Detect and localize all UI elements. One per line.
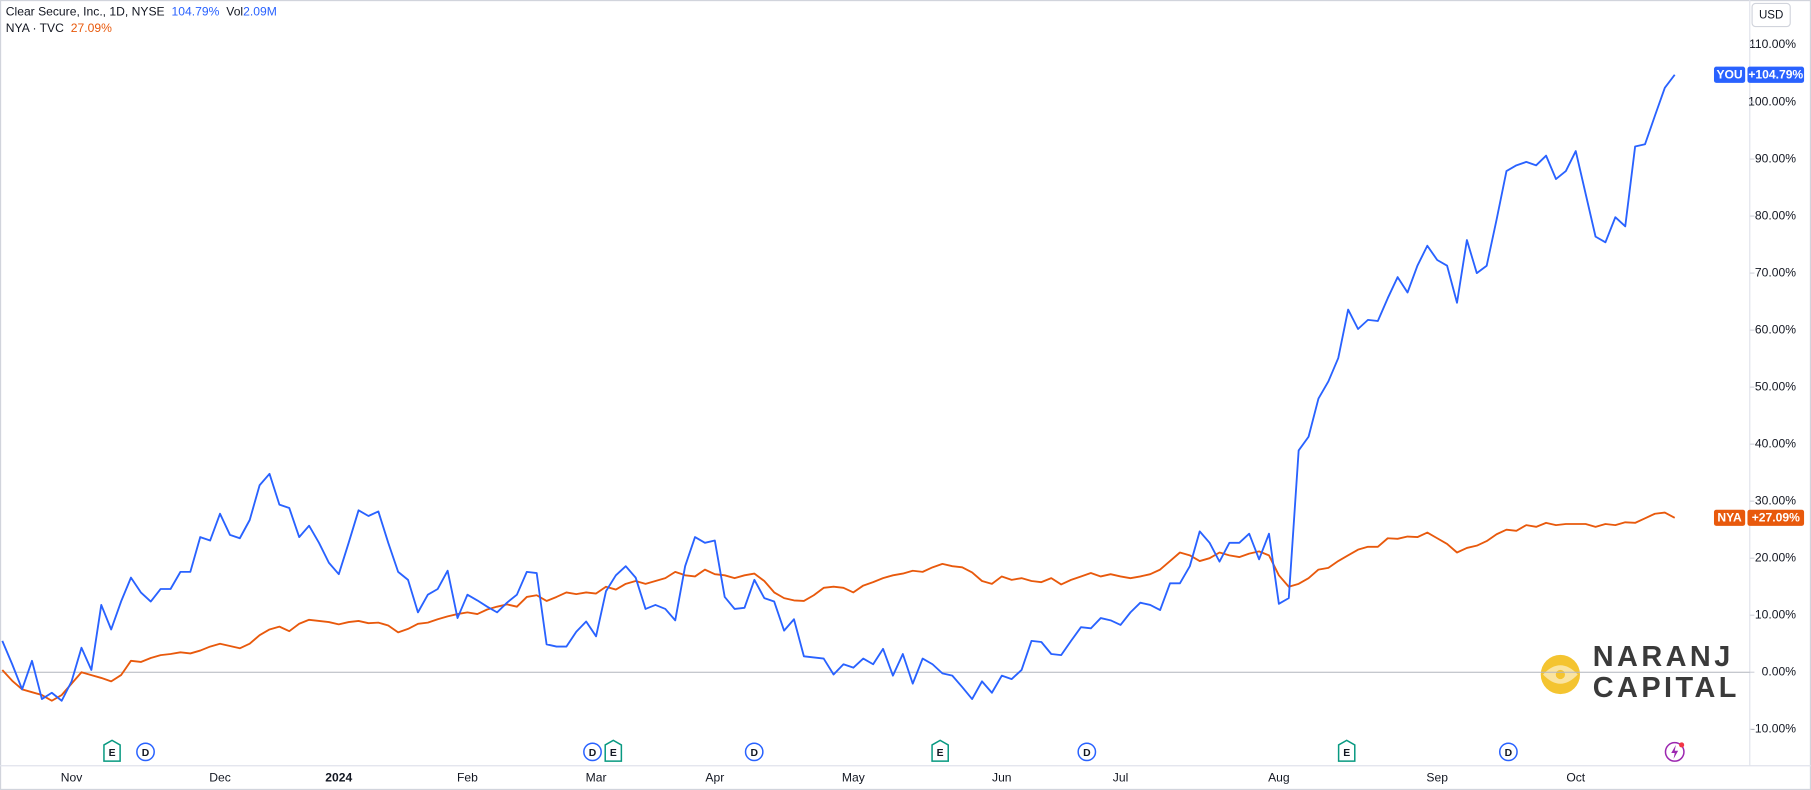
series-change: 27.09%	[71, 21, 112, 35]
logo-detail	[1555, 669, 1565, 680]
event-label: E	[610, 748, 617, 759]
y-tick-label: 50.00%	[1755, 379, 1796, 393]
x-tick-label: Jun	[992, 771, 1012, 785]
volume-title: Vol	[226, 5, 243, 19]
event-label: E	[937, 748, 944, 759]
legend-row: NYA · TVC 27.09%	[6, 21, 112, 35]
x-tick-label: Nov	[61, 771, 83, 785]
event-label: E	[109, 748, 116, 759]
earnings-marker	[604, 739, 623, 762]
legend: Clear Secure, Inc., 1D, NYSE 104.79% Vol2.…	[6, 5, 277, 35]
y-tick-label: 20.00%	[1755, 550, 1796, 564]
price-tag-value-text: +104.79%	[1748, 68, 1803, 82]
y-tick-label: 80.00%	[1755, 208, 1796, 222]
x-tick-label: Sep	[1426, 771, 1448, 785]
x-tick-label: Aug	[1268, 771, 1290, 785]
watermark: NARANJ CAPITAL	[1540, 641, 1740, 704]
y-tick-label: 90.00%	[1755, 151, 1796, 165]
alert-dot	[1679, 742, 1685, 748]
x-tick-label: Dec	[209, 771, 231, 785]
y-tick-label: 40.00%	[1755, 436, 1796, 450]
x-tick-label: Mar	[586, 771, 607, 785]
series-line	[1, 74, 1676, 702]
price-tag-ticker-text: YOU	[1716, 68, 1742, 82]
event-label: E	[1343, 748, 1350, 759]
alert-bolt[interactable]	[1671, 744, 1679, 759]
currency-label[interactable]: USD	[1759, 10, 1783, 22]
price-tag-ticker	[1713, 66, 1746, 83]
y-tick-label: 110.00%	[1749, 37, 1796, 51]
x-tick-label: Feb	[457, 771, 478, 785]
y-tick-label: 0.00%	[1762, 664, 1797, 678]
y-tick-label: 10.00%	[1755, 607, 1796, 621]
price-tag-value	[1747, 66, 1805, 83]
event-label: D	[750, 748, 758, 759]
dividend-marker	[1077, 742, 1097, 762]
watermark-text: CAPITAL	[1593, 672, 1740, 704]
legend-row: Clear Secure, Inc., 1D, NYSE 104.79% Vol2.…	[6, 5, 277, 19]
dividend-marker	[1498, 742, 1518, 762]
x-tick-label: May	[842, 771, 866, 785]
price-tag-ticker	[1713, 509, 1746, 526]
event-label: D	[142, 748, 150, 759]
price-tag-value-text: +27.09%	[1752, 511, 1800, 525]
y-tick-label: -10.00%	[1751, 721, 1796, 735]
dividend-marker	[583, 742, 602, 762]
x-tick-label: Oct	[1566, 771, 1585, 785]
earnings-marker	[931, 739, 949, 762]
y-tick-label: 70.00%	[1755, 265, 1796, 279]
dividend-marker	[136, 742, 155, 762]
earnings-marker	[103, 739, 121, 762]
x-tick-label: Apr	[705, 771, 724, 785]
series-line	[1, 511, 1676, 702]
y-tick-label: 30.00%	[1755, 493, 1796, 507]
alert-icon[interactable]	[1664, 741, 1685, 762]
currency-button[interactable]	[1751, 2, 1791, 28]
earnings-marker	[1337, 739, 1356, 762]
dividend-marker	[744, 742, 764, 762]
x-tick-label: 2024	[325, 771, 352, 785]
price-tag-ticker-text: NYA	[1717, 511, 1742, 525]
watermark-text: NARANJ	[1593, 641, 1734, 673]
volume-value: 2.09M	[243, 5, 277, 19]
series-change: 104.79%	[172, 5, 220, 19]
series-name: Clear Secure, Inc., 1D, NYSE	[6, 5, 165, 19]
y-tick-label: 100.00%	[1748, 94, 1796, 108]
x-tick-label: Jul	[1113, 771, 1128, 785]
price-tag-value	[1747, 509, 1805, 526]
event-label: D	[589, 748, 597, 759]
y-tick-label: 60.00%	[1755, 322, 1796, 336]
event-label: D	[1505, 748, 1513, 759]
series-name: NYA · TVC	[6, 21, 64, 35]
event-label: D	[1083, 748, 1091, 759]
